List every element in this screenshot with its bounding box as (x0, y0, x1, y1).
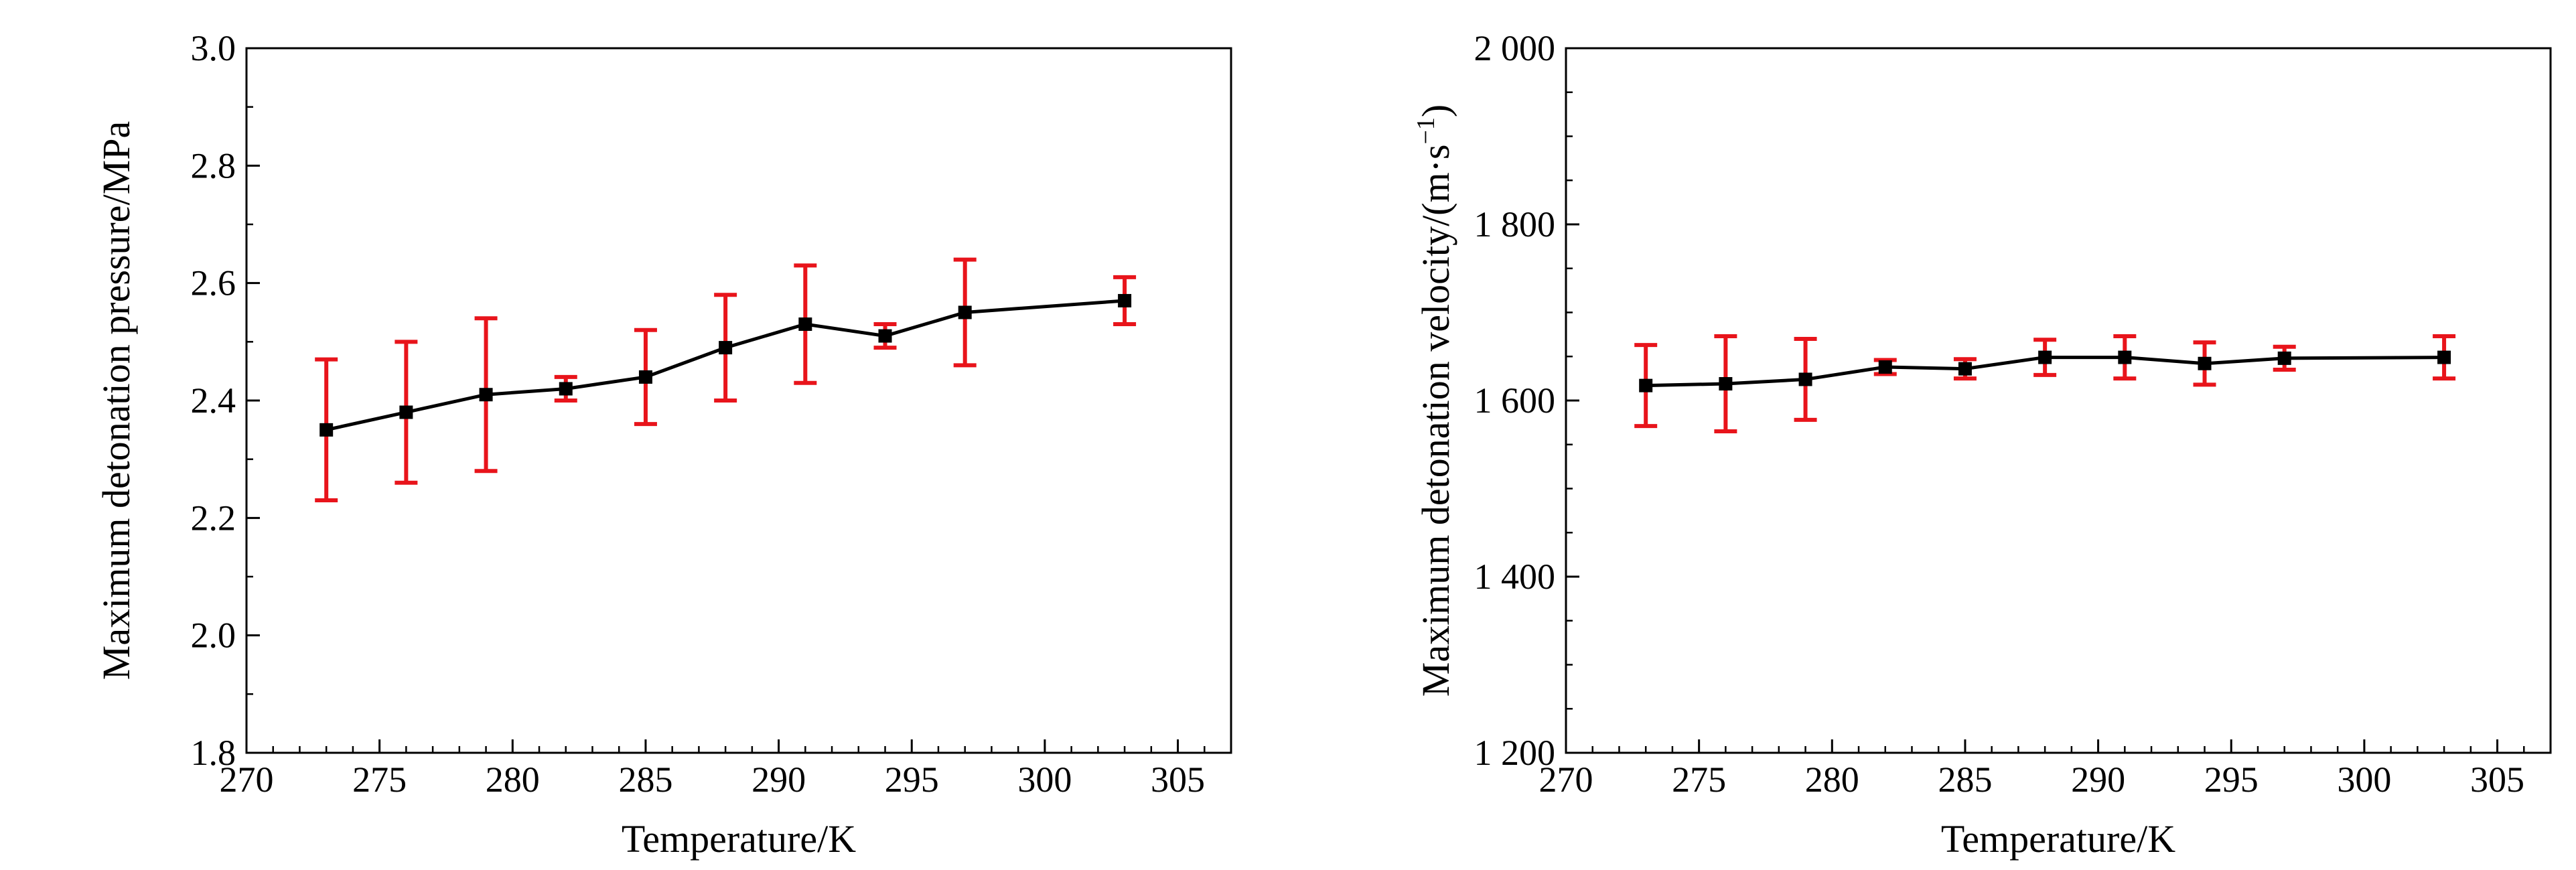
data-point (719, 341, 733, 355)
x-tick-label: 275 (1672, 759, 1726, 800)
data-point (319, 423, 334, 437)
y-tick-label: 1 400 (1474, 557, 1556, 597)
x-axis-title: Temperature/K (1941, 817, 2175, 861)
x-tick-label: 300 (1017, 759, 1072, 800)
data-point (2118, 350, 2132, 364)
x-tick-label: 300 (2337, 759, 2391, 800)
y-tick-label: 2.0 (191, 615, 236, 656)
data-point (638, 370, 652, 384)
y-axis-title: Maximum detonation pressure/MPa (94, 121, 138, 680)
data-point (2437, 350, 2451, 364)
y-axis-title-main: Maximum detonation velocity/(m·s (1414, 145, 1457, 697)
chart-2: 1 200 1 400 1 600 1 800 2 000 270 275 280 285 290… (1412, 28, 2552, 861)
y-tick-label: 1 200 (1474, 733, 1556, 773)
y-tick-label: 2.4 (191, 380, 236, 421)
y-axis-title-superscript: −1 (1412, 117, 1440, 144)
y-tick-label: 1.8 (191, 733, 236, 773)
y-tick-label: 2.2 (191, 498, 236, 538)
data-point (2198, 356, 2212, 370)
data-point (399, 405, 413, 419)
y-tick-label: 1 800 (1474, 204, 1556, 244)
data-point (1958, 362, 1972, 376)
y-tick-label: 2.6 (191, 263, 236, 303)
x-tick-label: 290 (752, 759, 806, 800)
x-tick-label: 290 (2071, 759, 2125, 800)
x-tick-label: 280 (486, 759, 540, 800)
data-point (1639, 378, 1653, 392)
data-point (1118, 293, 1132, 307)
x-tick-label: 275 (352, 759, 407, 800)
data-point (559, 382, 573, 396)
data-point (1798, 372, 1812, 386)
x-tick-label: 270 (1539, 759, 1593, 800)
data-point (878, 329, 892, 343)
y-axis-title-main: Maximum detonation pressure/MPa (94, 121, 138, 680)
y-axis-title: Maximum detonation velocity/(m·s−1) (1412, 104, 1457, 697)
data-point (1719, 377, 1733, 391)
plot-frame (1565, 47, 2552, 754)
x-tick-label: 295 (885, 759, 939, 800)
series-line (326, 299, 1125, 432)
y-tick-label: 3.0 (191, 28, 236, 68)
series-line (1646, 356, 2445, 388)
chart-1: 1.8 2.0 2.2 2.4 2.6 2.8 3.0 270 275 280 285 290 295 3… (94, 28, 1232, 861)
x-tick-label: 295 (2204, 759, 2259, 800)
y-tick-label: 2 000 (1474, 28, 1556, 68)
x-tick-label: 270 (220, 759, 274, 800)
data-point (479, 388, 493, 402)
y-axis-title-end: ) (1414, 104, 1457, 117)
data-point (798, 317, 812, 332)
x-tick-label: 305 (1151, 759, 1205, 800)
data-point (2038, 350, 2052, 364)
x-tick-label: 285 (1938, 759, 1992, 800)
y-tick-label: 2.8 (191, 145, 236, 186)
data-point (958, 305, 972, 319)
x-tick-label: 280 (1805, 759, 1859, 800)
x-tick-label: 305 (2470, 759, 2524, 800)
x-tick-label: 285 (618, 759, 672, 800)
x-axis-title: Temperature/K (622, 817, 856, 861)
y-tick-label: 1 600 (1474, 380, 1556, 421)
data-point (1878, 360, 1892, 374)
data-point (2277, 351, 2291, 365)
plot-frame (245, 47, 1232, 754)
